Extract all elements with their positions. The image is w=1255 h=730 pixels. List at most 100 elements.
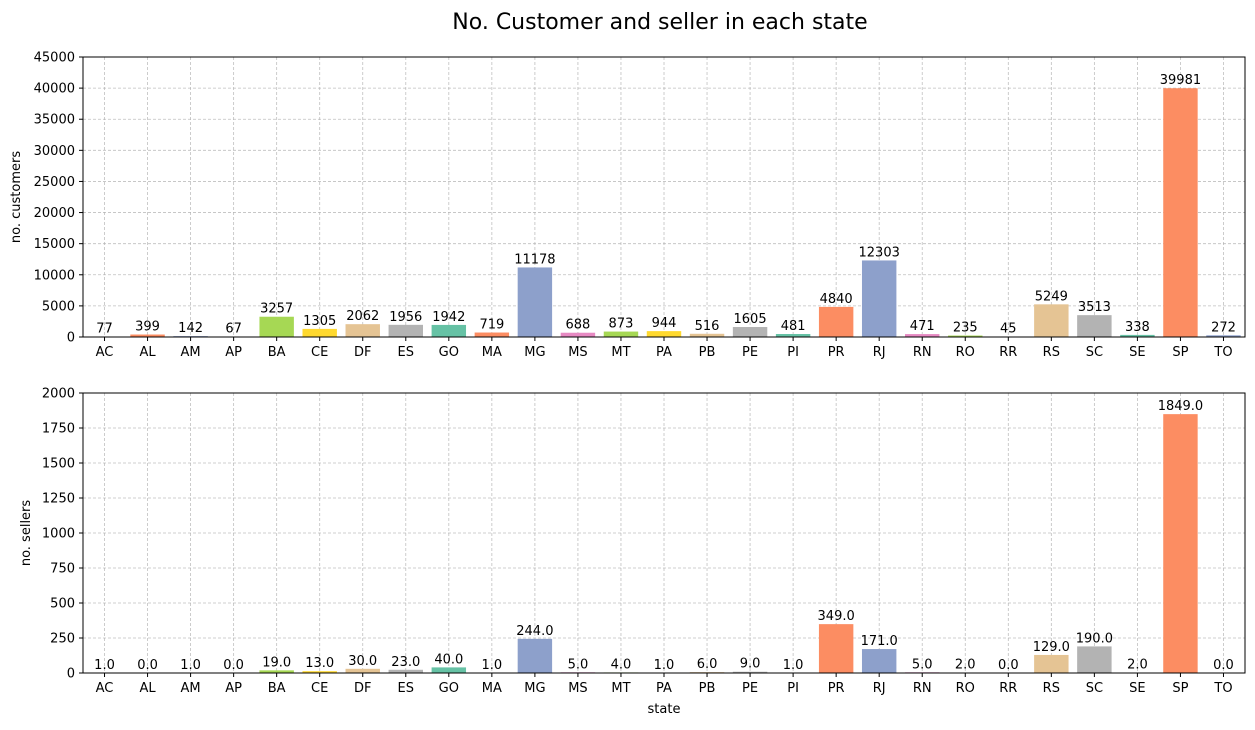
chart-2-xtick-label: PA: [656, 681, 672, 696]
chart-1-ytick-label: 25000: [34, 175, 75, 190]
chart-1-data-label: 1305: [303, 314, 336, 329]
chart-2-xtick-label: RJ: [873, 681, 886, 696]
chart-2-ylabel: no. sellers: [19, 500, 34, 567]
chart-2-ytick-label: 750: [50, 562, 75, 577]
chart-1-ytick-label: 40000: [34, 82, 75, 97]
chart-2-xtick-label: RR: [999, 681, 1017, 696]
chart-2-ytick-label: 2000: [42, 387, 75, 402]
chart-2-xtick-label: RN: [913, 681, 932, 696]
chart-1-data-label: 873: [609, 317, 634, 332]
chart-2-xtick-label: DF: [354, 681, 372, 696]
chart-1-xtick-label: PB: [699, 345, 716, 360]
chart-2-xtick-label: RO: [956, 681, 975, 696]
chart-2-data-label: 2.0: [955, 658, 976, 673]
chart-1-ytick-label: 35000: [34, 113, 75, 128]
chart-2-bar-df: [346, 669, 380, 673]
chart-1-xtick-label: AC: [96, 345, 114, 360]
chart-1-data-label: 481: [781, 319, 806, 334]
chart-2-xlabel: state: [648, 702, 681, 717]
chart-1-bar-sp: [1163, 88, 1197, 337]
chart-1-data-label: 719: [479, 318, 504, 333]
chart-1-data-label: 399: [135, 320, 160, 335]
chart-1-data-label: 67: [225, 322, 242, 337]
chart-1-data-label: 2062: [346, 309, 379, 324]
chart-1-xtick-label: RJ: [873, 345, 886, 360]
chart-2-data-label: 349.0: [818, 609, 855, 624]
chart-2-data-label: 244.0: [516, 624, 553, 639]
chart-1-xtick-label: RR: [999, 345, 1017, 360]
chart-2-data-label: 5.0: [912, 657, 933, 672]
chart-2-ytick-label: 250: [50, 632, 75, 647]
chart-2-data-label: 129.0: [1033, 640, 1070, 655]
chart-1-xtick-label: SE: [1129, 345, 1145, 360]
chart-1-bar-go: [432, 325, 466, 337]
chart-2-ytick-label: 1500: [42, 457, 75, 472]
chart-1-data-label: 12303: [859, 245, 900, 260]
chart-1-xtick-label: SC: [1086, 345, 1103, 360]
chart-1-ylabel: no. customers: [9, 151, 24, 243]
chart-1-xtick-label: RN: [913, 345, 932, 360]
chart-2-data-label: 171.0: [861, 634, 898, 649]
chart-2-bar-sp: [1163, 414, 1197, 673]
chart-1-data-label: 235: [953, 321, 978, 336]
chart-2-ytick-label: 1750: [42, 422, 75, 437]
chart-1-data-label: 3257: [260, 302, 293, 317]
chart-2-data-label: 2.0: [1127, 658, 1148, 673]
chart-2-data-label: 1.0: [482, 658, 503, 673]
chart-2-data-label: 19.0: [262, 655, 291, 670]
chart-2-xtick-label: GO: [439, 681, 459, 696]
chart-2-xtick-label: MA: [482, 681, 502, 696]
chart-2-data-label: 1849.0: [1158, 399, 1204, 414]
chart-1-xtick-label: PA: [656, 345, 672, 360]
chart-1-xtick-label: BA: [268, 345, 286, 360]
chart-1-ytick-label: 45000: [34, 51, 75, 66]
chart-1-xtick-label: AM: [181, 345, 201, 360]
chart-1-xtick-label: RS: [1043, 345, 1060, 360]
chart-2-data-label: 30.0: [348, 654, 377, 669]
chart-1-xtick-label: CE: [311, 345, 328, 360]
chart-2-data-label: 0.0: [223, 658, 244, 673]
chart-2-bar-pr: [819, 624, 853, 673]
chart-2-ytick-label: 1000: [42, 527, 75, 542]
chart-1-xtick-label: PR: [828, 345, 845, 360]
chart-1-xtick-label: ES: [398, 345, 414, 360]
chart-2-xtick-label: TO: [1213, 681, 1232, 696]
chart-1-data-label: 5249: [1035, 289, 1068, 304]
chart-1-xtick-label: SP: [1172, 345, 1188, 360]
chart-1-bar-mt: [604, 332, 638, 337]
chart-2-bar-go: [432, 667, 466, 673]
chart-1-data-label: 272: [1211, 320, 1236, 335]
chart-2-xtick-label: AP: [225, 681, 242, 696]
chart-1-xtick-label: AL: [139, 345, 156, 360]
chart-2-xtick-label: PB: [699, 681, 716, 696]
chart-2-data-label: 1.0: [783, 658, 804, 673]
chart-1-bar-ms: [561, 333, 595, 337]
chart-2-xtick-label: SP: [1172, 681, 1188, 696]
chart-1-xtick-label: PI: [787, 345, 799, 360]
chart-2-data-label: 1.0: [654, 658, 675, 673]
chart-2-data-label: 1.0: [94, 658, 115, 673]
chart-1-bar-ma: [475, 333, 509, 337]
chart-1-bar-sc: [1077, 315, 1111, 337]
chart-1-data-label: 1605: [734, 312, 767, 327]
chart-2-ytick-label: 1250: [42, 492, 75, 507]
chart-2-data-label: 0.0: [998, 658, 1019, 673]
chart-1-data-label: 338: [1125, 320, 1150, 335]
chart-2-bar-sc: [1077, 646, 1111, 673]
chart-1-ytick-label: 10000: [34, 268, 75, 283]
chart-2-data-label: 6.0: [697, 657, 718, 672]
chart-2-bar-mg: [518, 639, 552, 673]
chart-2-data-label: 13.0: [305, 656, 334, 671]
chart-1-data-label: 142: [178, 321, 203, 336]
chart-1-ytick-label: 15000: [34, 237, 75, 252]
chart-1-bar-mg: [518, 267, 552, 337]
chart-2-xtick-label: MS: [568, 681, 587, 696]
chart-1-data-label: 45: [1000, 322, 1017, 337]
chart-1-data-label: 688: [566, 318, 591, 333]
chart-1-bar-ce: [302, 329, 336, 337]
chart-2-ytick-label: 500: [50, 597, 75, 612]
chart-1-data-label: 77: [96, 322, 113, 337]
chart-title: No. Customer and seller in each state: [452, 10, 867, 35]
